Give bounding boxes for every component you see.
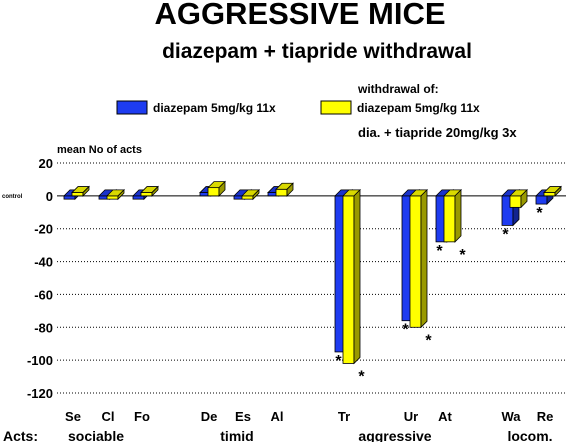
legend-label-series-2: diazepam 5mg/kg 11x: [357, 101, 480, 115]
bar-Tr-series-2: [342, 188, 361, 365]
legend-swatch-series-2: [320, 100, 352, 115]
x-tick-label: Cl: [102, 409, 115, 424]
bar-Ur-series-2-front: [409, 195, 422, 328]
bar-Cl-series-2: [106, 188, 125, 201]
x-tick-label: De: [201, 409, 218, 424]
bars: [63, 180, 562, 365]
significance-star: *: [536, 205, 543, 222]
bar-Wa-series-2: [509, 188, 528, 209]
bar-Re-series-2-side: [554, 185, 562, 197]
legend-extra-line: dia. + tiapride 20mg/kg 3x: [358, 125, 517, 140]
bar-Es-series-2-side: [252, 188, 260, 201]
bar-Se-series-2: [71, 185, 90, 197]
chart-subtitle: diazepam + tiapride withdrawal: [162, 40, 472, 63]
bar-Se-series-1-front: [63, 195, 76, 200]
significance-star: *: [358, 368, 365, 385]
bar-Re-series-2-front: [543, 192, 556, 197]
bar-At-series-2-side: [454, 188, 462, 243]
y-axis-label: mean No of acts: [57, 144, 142, 156]
bar-Fo-series-2: [140, 185, 159, 197]
bar-Al-series-2-side: [286, 182, 294, 197]
bar-Cl-series-2-front: [106, 195, 119, 200]
significance-star: *: [436, 243, 443, 260]
bar-Al-series-2-front: [275, 188, 288, 197]
group-label: aggressive: [358, 428, 431, 442]
bar-Es-series-2-front: [241, 195, 254, 200]
bar-De-series-2: [207, 180, 226, 197]
bar-Fo-series-1-front: [132, 195, 145, 200]
bar-Ur-series-2-side: [420, 188, 428, 329]
x-tick-label: Se: [65, 409, 81, 424]
group-label: timid: [220, 428, 253, 442]
bar-Fo-series-2-front: [140, 192, 153, 197]
bar-Se-series-2-front: [71, 192, 84, 197]
x-tick-label: Re: [537, 409, 554, 424]
bar-At-series-2: [443, 188, 462, 243]
significance-star: *: [502, 226, 509, 243]
significance-star: *: [459, 247, 466, 264]
y-tick-label: -80: [34, 320, 53, 335]
legend-label-series-1: diazepam 5mg/kg 11x: [153, 101, 276, 115]
x-tick-label: Al: [271, 409, 284, 424]
x-tick-label: Es: [235, 409, 251, 424]
bar-De-series-2-side: [218, 180, 226, 197]
bar-Fo-series-2-side: [151, 185, 159, 197]
x-tick-label: Wa: [501, 409, 521, 424]
x-tick-label: At: [438, 409, 452, 424]
groups-label: Acts:: [3, 428, 38, 442]
group-label: sociable: [68, 428, 124, 442]
bar-Al-series-2: [275, 182, 294, 197]
bar-Tr-series-2-side: [353, 188, 361, 365]
bar-Wa-series-2-side: [520, 188, 528, 209]
y-tick-label: -120: [27, 386, 53, 401]
y-tick-label: 20: [39, 156, 53, 171]
x-tick-label: Fo: [134, 409, 150, 424]
bar-Se-series-2-side: [82, 185, 90, 197]
bar-Re-series-1-front: [535, 195, 548, 205]
y-axis-ticks: 20 0 -20 -40 -60 -80 -100 -120: [27, 156, 53, 401]
bar-Ur-series-2: [409, 188, 428, 329]
x-axis-ticks: Se Cl Fo De Es Al Tr Ur At Wa Re: [65, 409, 553, 424]
y-tick-label: 0: [46, 189, 53, 204]
legend-swatch-series-1: [116, 100, 148, 115]
x-tick-label: Ur: [404, 409, 418, 424]
bar-Tr-series-2-front: [342, 195, 355, 364]
significance-star: *: [425, 332, 432, 349]
y-tick-label: -60: [34, 287, 53, 302]
legend-heading: withdrawal of:: [357, 82, 439, 96]
significance-marks: * * * * * * * *: [335, 205, 543, 385]
y-tick-label: -100: [27, 353, 53, 368]
chart-title: AGGRESSIVE MICE: [154, 0, 445, 31]
bar-Wa-series-2-front: [509, 195, 522, 208]
bar-De-series-2-front: [207, 187, 220, 197]
bar-At-series-2-front: [443, 195, 456, 243]
significance-star: *: [402, 322, 409, 339]
bar-Cl-series-2-side: [117, 188, 125, 201]
significance-star: *: [335, 353, 342, 370]
control-label: control: [2, 194, 23, 200]
x-tick-label: Tr: [338, 409, 350, 424]
bar-Re-series-2: [543, 185, 562, 197]
y-tick-label: -40: [34, 255, 53, 270]
group-label: locom.: [507, 428, 552, 442]
y-tick-label: -20: [34, 222, 53, 237]
bar-Es-series-2: [241, 188, 260, 201]
group-labels: Acts: sociable timid aggressive locom.: [3, 428, 553, 442]
